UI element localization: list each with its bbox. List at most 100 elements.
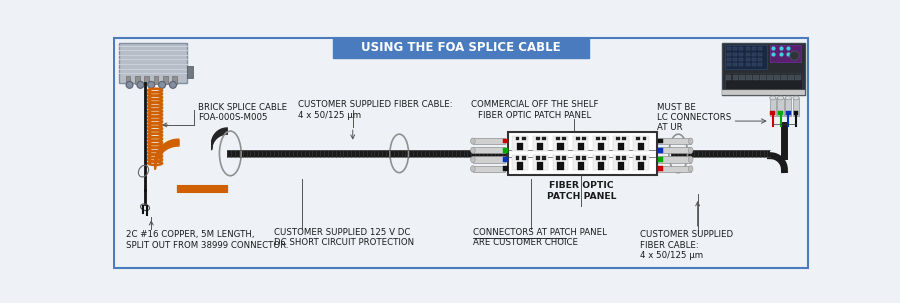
Ellipse shape	[471, 156, 475, 163]
Bar	[740, 52, 743, 56]
Circle shape	[126, 82, 133, 88]
Bar	[503, 148, 508, 153]
Bar	[770, 45, 801, 62]
Bar	[727, 63, 731, 66]
Bar	[598, 143, 604, 150]
Bar	[556, 137, 560, 140]
Bar	[740, 63, 743, 66]
Bar	[596, 156, 600, 160]
Bar	[658, 166, 662, 171]
Bar	[740, 47, 743, 50]
Text: COMMERCIAL OFF THE SHELF
FIBER OPTIC PATCH PANEL: COMMERCIAL OFF THE SHELF FIBER OPTIC PAT…	[471, 100, 598, 120]
Bar	[512, 136, 528, 151]
Circle shape	[148, 82, 155, 88]
Bar	[517, 162, 523, 170]
Bar	[752, 52, 756, 56]
Circle shape	[749, 90, 753, 95]
Bar	[516, 156, 519, 160]
Bar	[753, 75, 759, 80]
Circle shape	[725, 90, 730, 95]
Bar	[722, 42, 806, 95]
Ellipse shape	[471, 166, 475, 172]
Bar	[658, 157, 662, 162]
Bar	[472, 156, 506, 163]
Bar	[154, 76, 158, 84]
Bar	[617, 143, 624, 150]
Bar	[503, 139, 508, 143]
Bar	[746, 47, 750, 50]
Bar	[508, 132, 656, 175]
Bar	[778, 98, 784, 116]
Bar	[778, 111, 783, 115]
Circle shape	[772, 90, 777, 95]
Bar	[227, 150, 655, 152]
Ellipse shape	[770, 96, 776, 100]
Bar	[643, 156, 646, 160]
Bar	[537, 143, 544, 150]
Bar	[533, 136, 548, 151]
Bar	[727, 47, 731, 50]
Ellipse shape	[471, 138, 475, 144]
Text: CUSTOMER SUPPLIED
FIBER CABLE:
4 x 50/125 μm: CUSTOMER SUPPLIED FIBER CABLE: 4 x 50/12…	[640, 230, 733, 260]
Bar	[172, 76, 176, 84]
Bar	[557, 143, 563, 150]
Bar	[542, 156, 545, 160]
Text: CONNECTORS AT PATCH PANEL
ARE CUSTOMER CHOICE: CONNECTORS AT PATCH PANEL ARE CUSTOMER C…	[472, 228, 607, 248]
Bar	[573, 136, 589, 151]
Bar	[746, 63, 750, 66]
Bar	[658, 138, 690, 144]
Bar	[670, 150, 770, 157]
Bar	[638, 162, 644, 170]
Ellipse shape	[688, 156, 693, 163]
Bar	[537, 162, 544, 170]
Bar	[503, 157, 508, 162]
Bar	[119, 42, 187, 82]
Bar	[733, 75, 738, 80]
Text: 2C #16 COPPER, 5M LENGTH,
SPLIT OUT FROM 38999 CONNECTOR.: 2C #16 COPPER, 5M LENGTH, SPLIT OUT FROM…	[126, 230, 289, 250]
Bar	[616, 137, 620, 140]
Bar	[512, 155, 528, 170]
Bar	[793, 98, 799, 116]
Bar	[670, 150, 770, 152]
Bar	[788, 75, 794, 80]
Bar	[582, 156, 586, 160]
Bar	[613, 155, 629, 170]
Bar	[553, 136, 568, 151]
Bar	[768, 75, 773, 80]
Bar	[333, 38, 590, 58]
Bar	[734, 47, 737, 50]
Bar	[794, 111, 798, 115]
Bar	[796, 75, 801, 80]
Bar	[623, 156, 626, 160]
Bar	[636, 156, 640, 160]
Bar	[752, 58, 756, 61]
Bar	[472, 138, 506, 144]
Bar	[734, 63, 737, 66]
Bar	[781, 75, 787, 80]
Circle shape	[734, 90, 738, 95]
Ellipse shape	[793, 96, 799, 100]
Bar	[740, 58, 743, 61]
Bar	[593, 136, 608, 151]
Text: CUSTOMER SUPPLIED FIBER CABLE:
4 x 50/125 μm: CUSTOMER SUPPLIED FIBER CABLE: 4 x 50/12…	[299, 100, 453, 120]
Bar	[727, 58, 731, 61]
Circle shape	[779, 90, 785, 95]
Bar	[634, 136, 649, 151]
Bar	[576, 137, 580, 140]
Bar	[553, 155, 568, 170]
Bar	[658, 148, 662, 153]
Bar	[658, 166, 690, 172]
Circle shape	[741, 90, 746, 95]
Circle shape	[788, 90, 792, 95]
Bar	[144, 76, 148, 84]
Bar	[724, 72, 802, 89]
Text: BRICK SPLICE CABLE
FOA-000S-M005: BRICK SPLICE CABLE FOA-000S-M005	[198, 103, 287, 122]
Ellipse shape	[471, 147, 475, 153]
Bar	[557, 162, 563, 170]
Bar	[533, 155, 548, 170]
Bar	[135, 76, 140, 84]
Bar	[658, 156, 690, 163]
Ellipse shape	[688, 147, 693, 153]
Bar	[617, 162, 624, 170]
Bar	[472, 147, 506, 153]
